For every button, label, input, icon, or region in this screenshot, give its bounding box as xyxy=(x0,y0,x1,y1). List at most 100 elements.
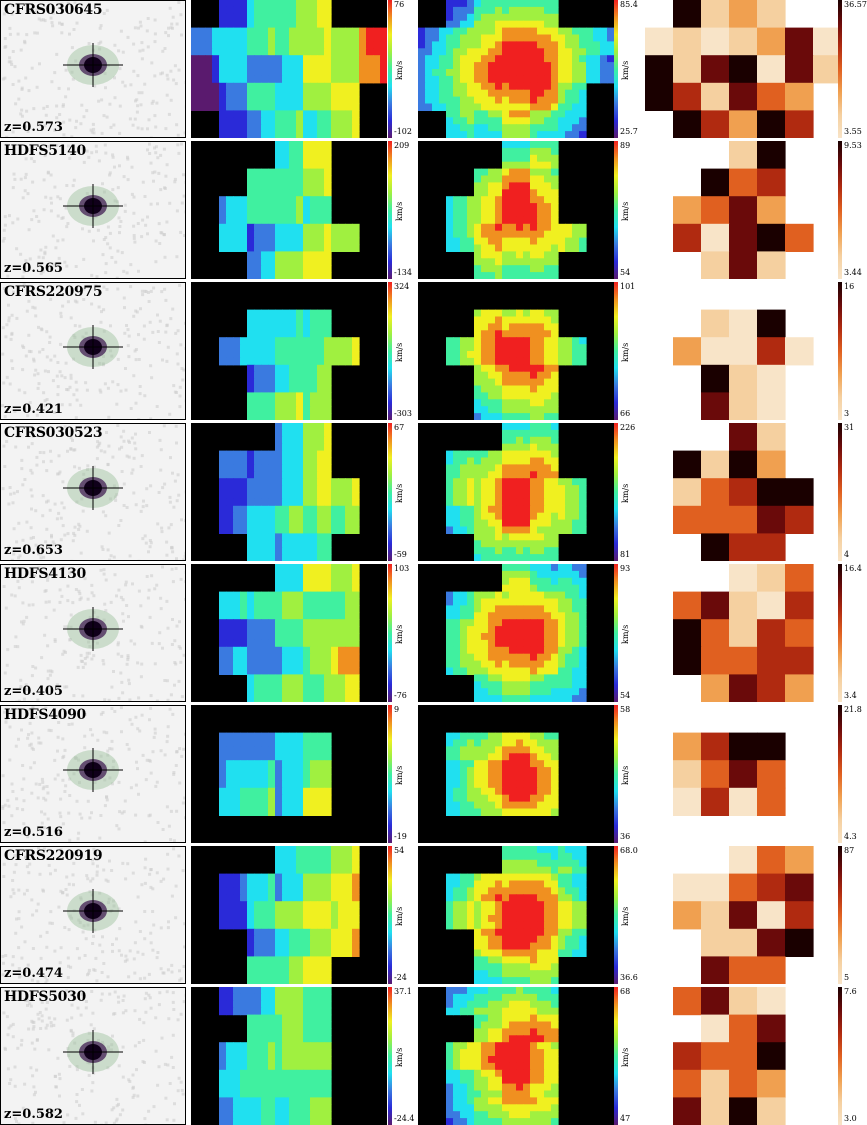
galaxy-image xyxy=(1,283,186,420)
colorbar-max-label: 324 xyxy=(394,282,409,291)
colorbar-max-label: 9.53 xyxy=(844,141,862,150)
colorbar xyxy=(614,282,618,420)
colorbar xyxy=(388,141,392,279)
colorbar-unit-label: km/s xyxy=(395,625,404,644)
colorbar-min-label: 54 xyxy=(620,691,630,700)
colorbar-min-label: 66 xyxy=(620,409,630,418)
colorbar xyxy=(838,705,842,843)
redshift-label: z=0.474 xyxy=(4,966,63,981)
velocity-field-map xyxy=(191,141,387,279)
colorbar xyxy=(838,0,842,138)
flux-map xyxy=(645,846,841,984)
galaxy-name: CFRS220919 xyxy=(4,848,102,864)
galaxy-thumbnail: CFRS030645 z=0.573 xyxy=(0,0,186,138)
colorbar-max-label: 87 xyxy=(844,846,854,855)
colorbar-max-label: 16 xyxy=(844,282,854,291)
colorbar-min-label: 4.3 xyxy=(844,832,857,841)
colorbar-min-label: -24.4 xyxy=(394,1114,415,1123)
flux-map xyxy=(645,141,841,279)
flux-map xyxy=(645,0,841,138)
colorbar-max-label: 16.4 xyxy=(844,564,862,573)
colorbar-min-label: 4 xyxy=(844,550,849,559)
colorbar xyxy=(614,846,618,984)
colorbar xyxy=(388,846,392,984)
colorbar-max-label: 36.57 xyxy=(844,0,867,9)
colorbar-max-label: 93 xyxy=(620,564,630,573)
colorbar-max-label: 101 xyxy=(620,282,635,291)
colorbar-max-label: 37.1 xyxy=(394,987,412,996)
colorbar-min-label: 3 xyxy=(844,409,849,418)
galaxy-name: CFRS030645 xyxy=(4,2,102,18)
velocity-field-map xyxy=(191,846,387,984)
colorbar xyxy=(388,705,392,843)
colorbar-max-label: 9 xyxy=(394,705,399,714)
flux-map xyxy=(645,705,841,843)
colorbar xyxy=(388,423,392,561)
redshift-label: z=0.516 xyxy=(4,825,63,840)
colorbar-max-label: 31 xyxy=(844,423,854,432)
colorbar-min-label: -76 xyxy=(394,691,407,700)
colorbar-max-label: 21.8 xyxy=(844,705,862,714)
colorbar-min-label: 36.6 xyxy=(620,973,638,982)
galaxy-name: HDFS4090 xyxy=(4,707,86,723)
flux-map xyxy=(645,282,841,420)
galaxy-name: HDFS4130 xyxy=(4,566,86,582)
galaxy-thumbnail: HDFS4090 z=0.516 xyxy=(0,705,186,843)
colorbar xyxy=(838,564,842,702)
colorbar-min-label: -59 xyxy=(394,550,407,559)
galaxy-image xyxy=(1,988,186,1125)
velocity-field-map xyxy=(191,705,387,843)
colorbar-max-label: 58 xyxy=(620,705,630,714)
colorbar-min-label: -303 xyxy=(394,409,412,418)
velocity-field-map xyxy=(191,987,387,1125)
colorbar-min-label: -24 xyxy=(394,973,407,982)
velocity-dispersion-map xyxy=(418,987,614,1125)
velocity-dispersion-map xyxy=(418,846,614,984)
colorbar xyxy=(388,282,392,420)
colorbar-unit-label: km/s xyxy=(621,484,630,503)
colorbar-min-label: 25.7 xyxy=(620,127,638,136)
colorbar xyxy=(838,423,842,561)
colorbar-max-label: 7.6 xyxy=(844,987,857,996)
galaxy-image xyxy=(1,706,186,843)
colorbar xyxy=(838,282,842,420)
colorbar xyxy=(614,564,618,702)
colorbar-max-label: 68 xyxy=(620,987,630,996)
colorbar-unit-label: km/s xyxy=(395,1048,404,1067)
colorbar xyxy=(388,0,392,138)
colorbar xyxy=(838,846,842,984)
colorbar-unit-label: km/s xyxy=(395,343,404,362)
redshift-label: z=0.421 xyxy=(4,402,63,417)
colorbar-min-label: -134 xyxy=(394,268,412,277)
colorbar-min-label: 54 xyxy=(620,268,630,277)
colorbar-unit-label: km/s xyxy=(621,766,630,785)
flux-map xyxy=(645,564,841,702)
galaxy-image xyxy=(1,142,186,279)
colorbar-min-label: 3.55 xyxy=(844,127,862,136)
colorbar-min-label: 3.44 xyxy=(844,268,862,277)
galaxy-name: CFRS030523 xyxy=(4,425,102,441)
colorbar-unit-label: km/s xyxy=(395,907,404,926)
colorbar-unit-label: km/s xyxy=(621,1048,630,1067)
colorbar-min-label: 3.4 xyxy=(844,691,857,700)
colorbar-unit-label: km/s xyxy=(621,625,630,644)
galaxy-image xyxy=(1,1,186,138)
colorbar-max-label: 85.4 xyxy=(620,0,638,9)
velocity-dispersion-map xyxy=(418,423,614,561)
redshift-label: z=0.573 xyxy=(4,120,63,135)
velocity-field-map xyxy=(191,423,387,561)
velocity-dispersion-map xyxy=(418,564,614,702)
colorbar xyxy=(614,423,618,561)
velocity-dispersion-map xyxy=(418,141,614,279)
colorbar-max-label: 76 xyxy=(394,0,404,9)
